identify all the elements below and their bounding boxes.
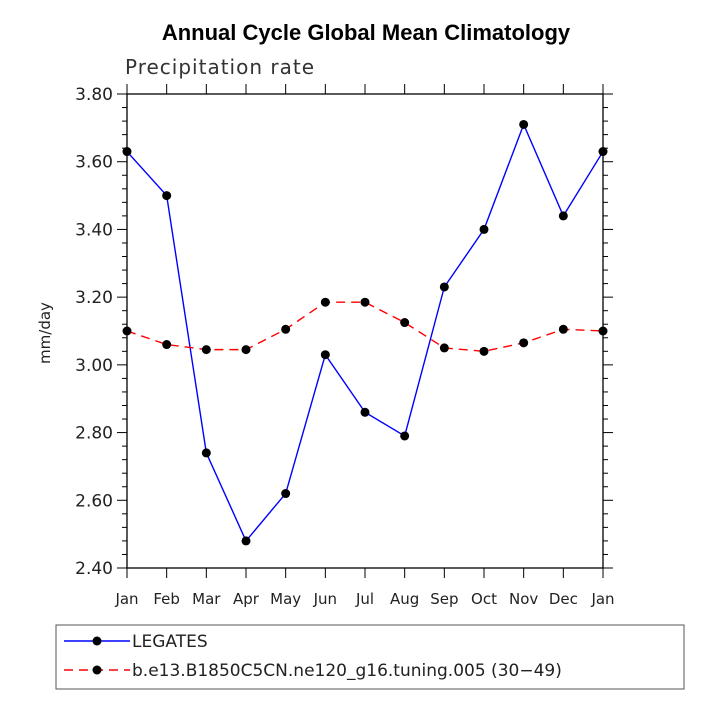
legend: LEGATES b.e13.B1850C5CN.ne120_g16.tuning.… [64, 632, 562, 681]
data-point [479, 224, 489, 234]
x-tick-label: Jul [355, 590, 374, 608]
x-tick-label: Aug [390, 590, 419, 608]
series-layer [122, 119, 608, 546]
data-point [598, 147, 608, 157]
data-point [122, 326, 132, 336]
x-tick-label: Jan [590, 590, 614, 608]
data-point [241, 345, 251, 355]
y-tick-label: 3.80 [75, 85, 113, 105]
x-tick-label: Dec [549, 590, 578, 608]
legend-label: LEGATES [132, 632, 208, 652]
y-tick-label: 2.60 [75, 491, 113, 511]
chart-subtitle: Precipitation rate [125, 55, 315, 79]
data-point [201, 345, 211, 355]
data-point [558, 211, 568, 221]
y-tick-label: 2.40 [75, 559, 113, 579]
x-tick-label: Apr [233, 590, 260, 608]
y-tick-label: 3.20 [75, 288, 113, 308]
data-point [360, 297, 370, 307]
data-point [162, 191, 172, 201]
x-tick-label: Oct [471, 590, 497, 608]
data-point [439, 282, 449, 292]
data-point [400, 431, 410, 441]
legend-box [55, 624, 685, 690]
data-point [400, 318, 410, 328]
data-point [360, 407, 370, 417]
data-point [558, 324, 568, 334]
y-tick-label: 3.60 [75, 153, 113, 173]
x-tick-label: Mar [192, 590, 221, 608]
data-point [162, 340, 172, 350]
axis-ticks [117, 84, 613, 578]
x-tick-label: May [270, 590, 301, 608]
data-point [122, 147, 132, 157]
x-tick-labels: Jan Feb Mar Apr May Jun Jul Aug Sep Oct Nov Dec Jan [114, 590, 614, 608]
y-tick-labels: 2.40 2.60 2.80 3.00 3.20 3.40 3.60 3.80 [75, 85, 113, 579]
y-tick-label: 3.40 [75, 220, 113, 240]
data-point [519, 119, 529, 129]
plot-frame [126, 93, 604, 569]
data-point [241, 536, 251, 546]
data-point [201, 448, 211, 458]
data-point [320, 297, 330, 307]
data-point [598, 326, 608, 336]
chart-title: Annual Cycle Global Mean Climatology [162, 20, 571, 45]
y-tick-label: 3.00 [75, 356, 113, 376]
x-tick-label: Jan [114, 590, 138, 608]
y-tick-label: 2.80 [75, 424, 113, 444]
series-line-1 [126, 301, 604, 353]
data-point [281, 489, 291, 499]
y-axis-label: mm/day [36, 302, 54, 364]
x-tick-label: Sep [430, 590, 458, 608]
x-tick-label: Nov [509, 590, 538, 608]
legend-label: b.e13.B1850C5CN.ne120_g16.tuning.005 (30… [132, 661, 562, 681]
legend-marker [92, 636, 102, 646]
x-tick-label: Feb [153, 590, 180, 608]
data-point [320, 350, 330, 360]
data-point [439, 343, 449, 353]
data-point [519, 338, 529, 348]
data-point [479, 346, 489, 356]
x-tick-label: Jun [313, 590, 337, 608]
data-point [281, 324, 291, 334]
legend-marker [92, 665, 102, 675]
series-line-0 [126, 122, 604, 543]
